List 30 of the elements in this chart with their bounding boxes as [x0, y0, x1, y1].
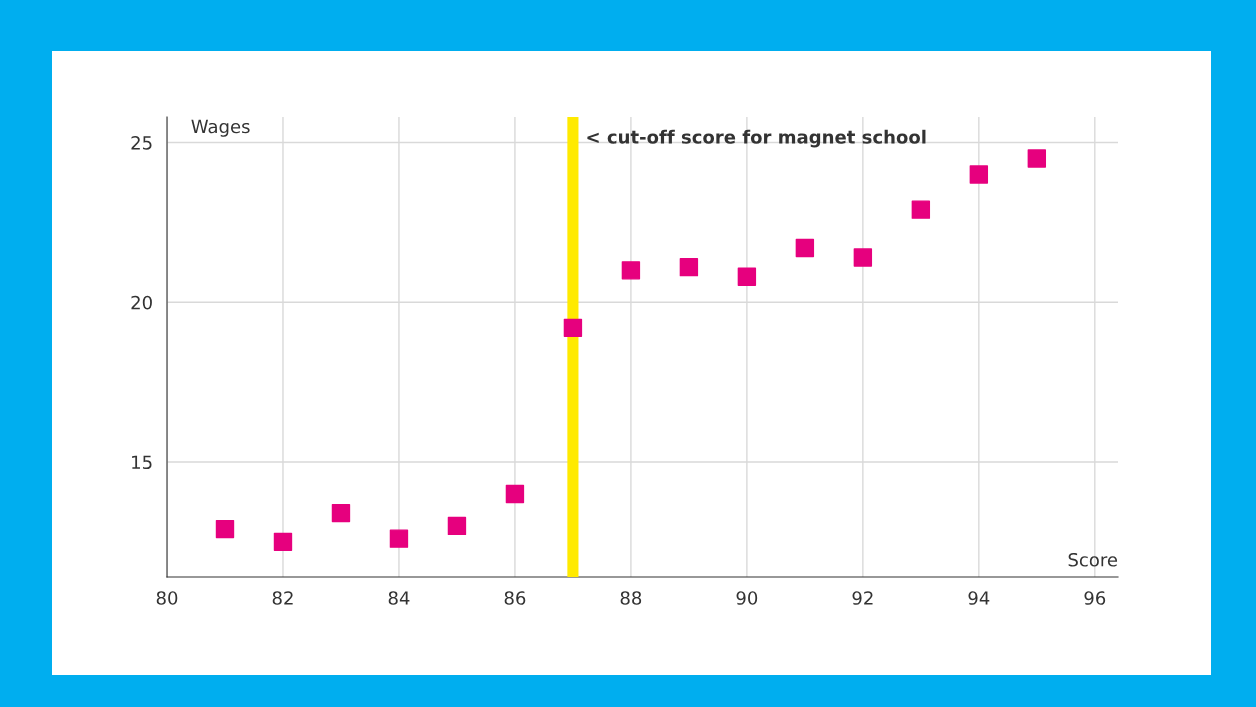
y-axis-title: Wages: [191, 119, 250, 137]
point: [969, 165, 989, 184]
x-tick-label: 82: [272, 591, 293, 605]
point: [215, 519, 235, 539]
x-tick-label: 86: [504, 591, 526, 605]
y-tick-label: 25: [131, 136, 152, 150]
y-tick-label: 20: [131, 295, 152, 310]
point: [853, 248, 873, 267]
point: [679, 257, 699, 277]
point: [737, 267, 757, 286]
point: [505, 484, 525, 504]
point: [447, 516, 467, 536]
x-tick-label: 96: [1084, 591, 1106, 605]
y-tick-label: 15: [132, 455, 152, 470]
point: [563, 318, 583, 338]
x-axis-title: Score: [1068, 552, 1118, 567]
point: [389, 529, 409, 548]
point: [331, 503, 351, 523]
point: [1027, 149, 1047, 168]
point: [795, 238, 815, 258]
ref-line-label: < cut-off score for magnet school: [587, 129, 926, 148]
x-tick-label: 80: [156, 591, 178, 605]
x-tick-label: 92: [852, 591, 873, 605]
point: [911, 200, 931, 219]
x-tick-label: 88: [620, 591, 642, 605]
point: [621, 261, 641, 280]
point: [273, 532, 293, 552]
x-tick-label: 94: [968, 591, 990, 605]
x-tick-label: 90: [736, 591, 758, 605]
x-tick-label: 84: [388, 591, 410, 605]
